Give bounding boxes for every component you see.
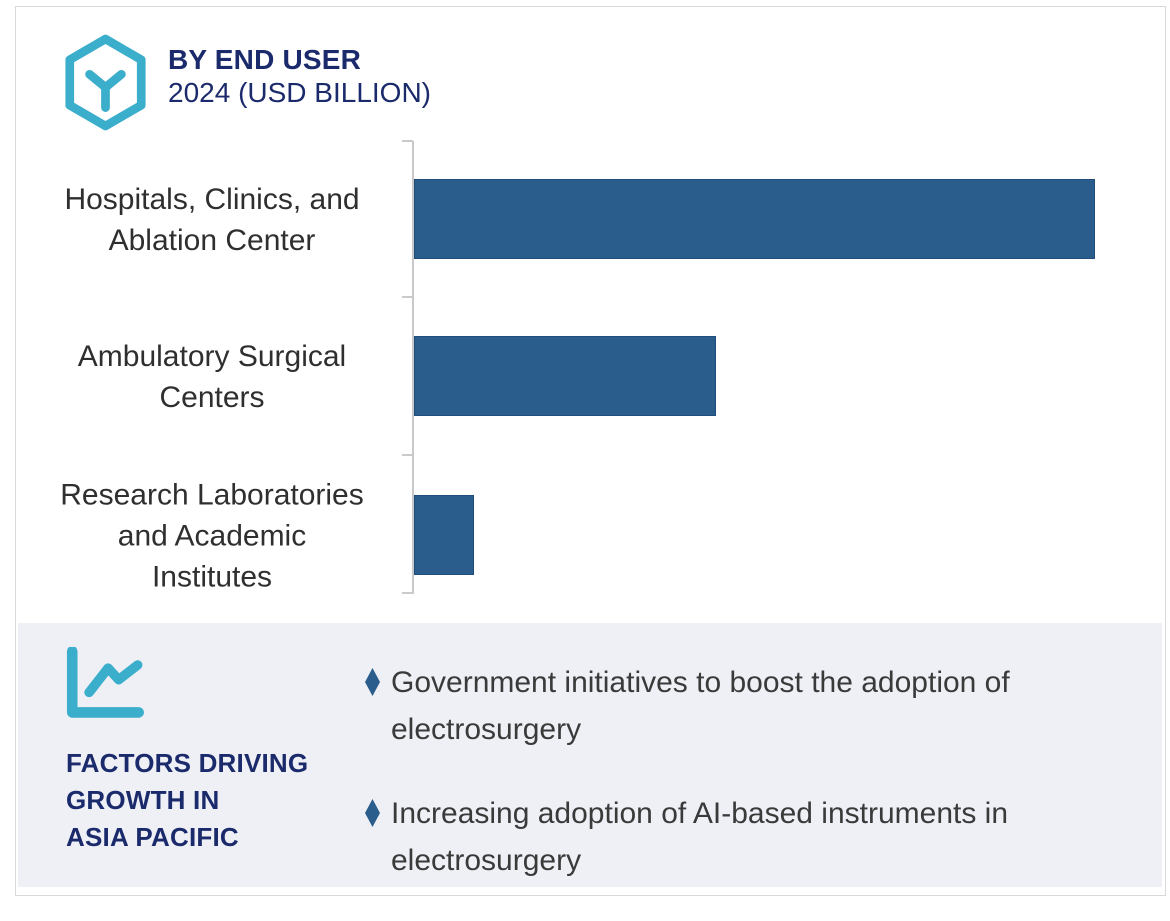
chart-title: BY END USER [168,44,362,75]
factor-text: Government initiatives to boost the adop… [391,666,1010,746]
category-label: Research Laboratories and Academic Insti… [60,478,364,594]
bar [414,336,716,416]
factors-panel: FACTORS DRIVING GROWTH IN ASIA PACIFIC G… [18,623,1162,887]
category-label: Hospitals, Clinics, and Ablation Center [64,183,360,257]
hexagon-y-logo-icon [65,34,146,131]
factor-item: Government initiatives to boost the adop… [365,659,1138,753]
infographic-card: BY END USER 2024 (USD BILLION) Hospitals… [15,6,1166,896]
factors-heading: FACTORS DRIVING GROWTH IN ASIA PACIFIC [66,748,309,852]
factor-text: Increasing adoption of AI-based instrume… [391,797,1009,877]
bar [414,179,1095,259]
factor-item: Increasing adoption of AI-based instrume… [365,790,1138,884]
bar [414,495,474,575]
axis-line [412,141,414,594]
diamond-bullet-icon [365,799,380,827]
line-chart-icon [66,647,144,718]
chart-header: BY END USER 2024 (USD BILLION) [168,43,431,109]
factors-list: Government initiatives to boost the adop… [365,659,1138,921]
axis-tick [402,592,413,594]
diamond-bullet-icon [365,668,380,696]
axis-tick [402,454,413,456]
chart-subtitle: 2024 (USD BILLION) [168,77,431,108]
category-label: Ambulatory Surgical Centers [77,340,347,414]
axis-tick [402,296,413,298]
axis-tick [402,140,413,142]
